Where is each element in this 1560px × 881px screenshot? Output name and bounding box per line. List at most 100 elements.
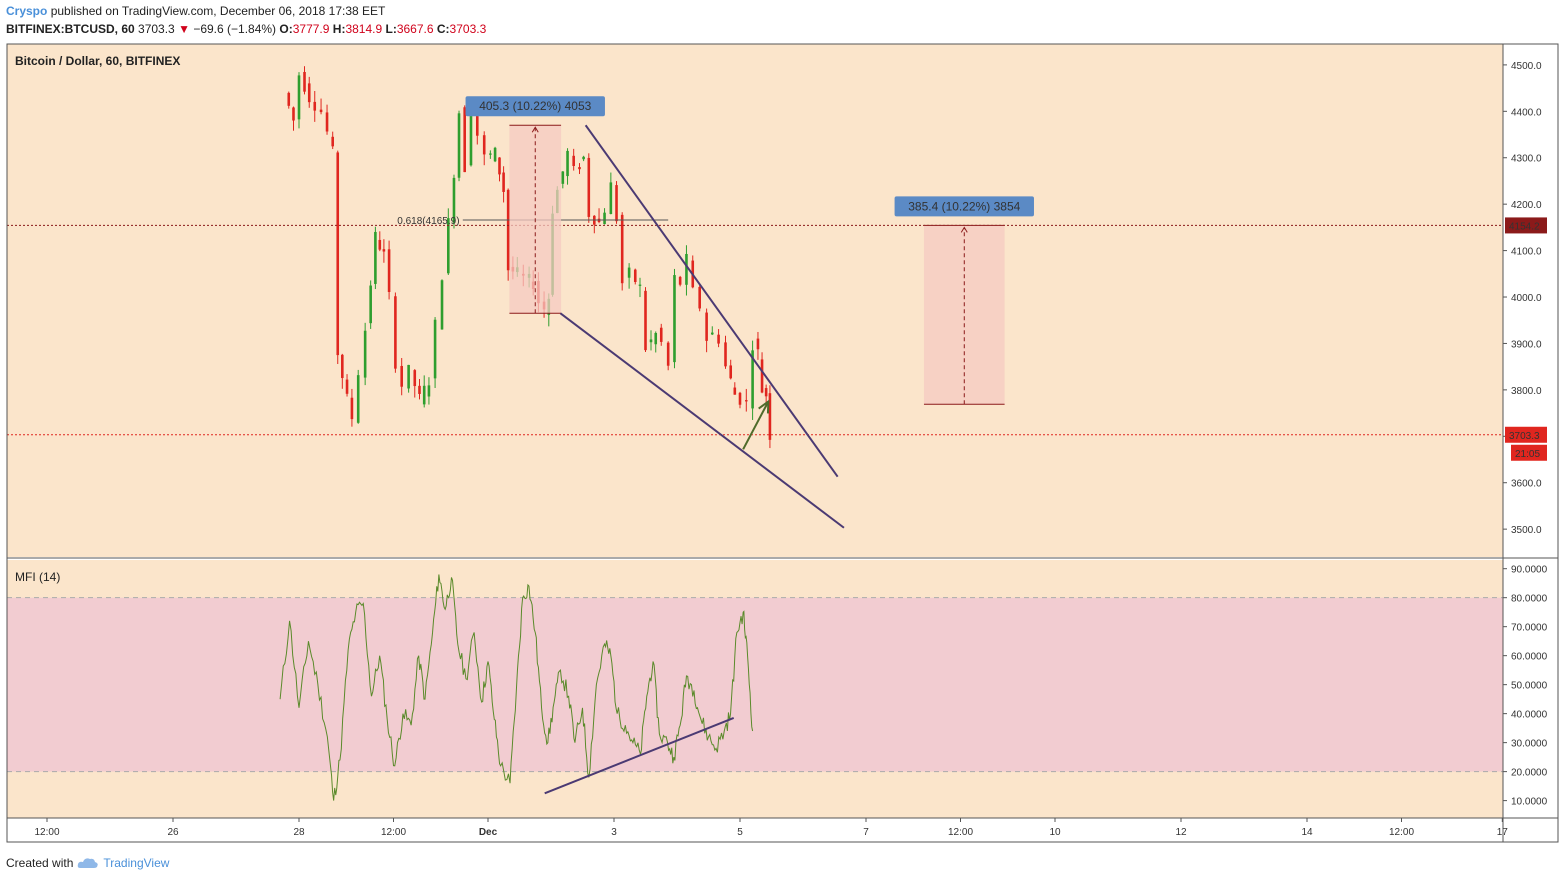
candle-body <box>374 231 377 284</box>
candle-body <box>751 350 754 409</box>
created-with-text: Created with <box>6 856 74 870</box>
time-tick-label: 3 <box>611 827 617 838</box>
symbol-info: BITFINEX:BTCUSD, 60 3703.3 ▼ −69.6 (−1.8… <box>6 22 486 36</box>
price-pane-background <box>7 44 1503 557</box>
price-tick-label: 3800.0 <box>1511 386 1542 397</box>
candle-body <box>457 113 461 178</box>
candle-body <box>350 397 354 420</box>
candle-body <box>666 342 670 366</box>
price-tick-label: 4100.0 <box>1511 247 1542 258</box>
time-tick-label: 12:00 <box>948 827 973 838</box>
measure-2-arrow-head-icon <box>960 226 968 233</box>
lower-wedge-trendline <box>559 312 845 529</box>
measure-2-label: 385.4 (10.22%) 3854 <box>908 199 1020 213</box>
price-pane[interactable]: 0.618(4165.9) 405.3 (10.22%) 4053 385.4 (1… <box>7 44 1503 557</box>
candle-body <box>297 75 301 120</box>
target-price-badge <box>1505 217 1547 234</box>
candle-body <box>469 107 473 166</box>
author-link[interactable]: Cryspo <box>6 4 48 18</box>
open-value: 3777.9 <box>292 22 330 36</box>
candle-body <box>313 101 317 111</box>
time-tick-label: Dec <box>479 827 498 838</box>
candle-body <box>654 332 658 345</box>
candle-body <box>506 189 510 271</box>
low-value: 3667.6 <box>396 22 434 36</box>
close-label: C: <box>436 22 450 36</box>
fib-level-label: 0.618(4165.9) <box>397 216 459 227</box>
candle-body <box>678 276 682 285</box>
candle-body <box>345 379 349 394</box>
candle-body <box>649 339 653 343</box>
mfi-trendline <box>544 717 735 795</box>
time-tick-label: 26 <box>167 827 179 838</box>
mfi-tick-label: 50.0000 <box>1511 681 1548 692</box>
current-price-badge <box>1505 426 1547 443</box>
candle-body <box>287 92 291 106</box>
candle-body <box>463 107 466 173</box>
measure-2-label-bg <box>894 196 1034 217</box>
candle-body <box>475 102 479 136</box>
candle-body <box>620 214 624 284</box>
candle-body <box>615 185 618 222</box>
countdown-badge <box>1511 444 1547 461</box>
candle-body <box>760 359 764 393</box>
last-price: 3703.3 <box>138 22 175 36</box>
candle-body <box>582 156 585 160</box>
time-tick-label: 14 <box>1301 827 1313 838</box>
price-tick-label: 4400.0 <box>1511 107 1542 118</box>
candles <box>287 66 772 449</box>
candle-body <box>578 167 581 170</box>
candle-body <box>387 249 391 292</box>
high-label: H: <box>332 22 346 36</box>
low-label: L: <box>385 22 397 36</box>
mfi-band <box>7 597 1503 772</box>
candle-body <box>331 136 335 147</box>
tradingview-brand[interactable]: TradingView <box>103 856 170 870</box>
target-price-label: 4154.2 <box>1509 221 1540 232</box>
mfi-tick-label: 40.0000 <box>1511 710 1548 721</box>
high-value: 3814.9 <box>345 22 383 36</box>
upper-wedge-trendline <box>584 124 839 478</box>
price-tick-label: 4200.0 <box>1511 200 1542 211</box>
price-tick-label: 4000.0 <box>1511 293 1542 304</box>
price-pane-title: Bitcoin / Dollar, 60, BITFINEX <box>15 54 180 68</box>
candle-body <box>673 275 676 363</box>
candle-body <box>633 269 637 282</box>
measure-1-arrow-head-icon <box>531 126 539 133</box>
candle-body <box>685 253 688 285</box>
time-tick-label: 17 <box>1497 827 1509 838</box>
candle-body <box>447 218 450 274</box>
candle-body <box>394 296 397 369</box>
candle-body <box>609 182 613 215</box>
mfi-tick-label: 90.0000 <box>1511 565 1548 576</box>
candle-body <box>724 342 727 367</box>
candle-body <box>627 267 631 278</box>
footer: Created with TradingView <box>6 856 169 870</box>
tradingview-cloud-icon <box>78 858 99 868</box>
candle-body <box>369 285 372 324</box>
time-tick-label: 5 <box>737 827 743 838</box>
candle-body <box>756 338 760 350</box>
candle-body <box>644 290 647 351</box>
publish-info: Cryspo published on TradingView.com, Dec… <box>6 4 385 18</box>
mfi-tick-label: 10.0000 <box>1511 797 1548 808</box>
candle-body <box>356 375 360 423</box>
chart-frame <box>6 43 1559 843</box>
mfi-pane[interactable] <box>7 560 1503 818</box>
down-triangle-icon: ▼ <box>178 22 190 36</box>
breakout-arrow-head-icon <box>758 399 770 414</box>
candle-body <box>717 334 720 344</box>
measure-1-label: 405.3 (10.22%) 4053 <box>479 99 591 113</box>
candle-body <box>502 172 505 192</box>
candle-body <box>378 239 382 250</box>
candle-body <box>710 332 714 335</box>
price-tick-label: 4500.0 <box>1511 61 1542 72</box>
candle-body <box>292 107 295 121</box>
candle-body <box>363 330 367 378</box>
time-tick-label: 12:00 <box>1389 827 1414 838</box>
mfi-line <box>279 574 754 801</box>
candle-body <box>382 249 386 252</box>
candle-body <box>638 284 642 286</box>
